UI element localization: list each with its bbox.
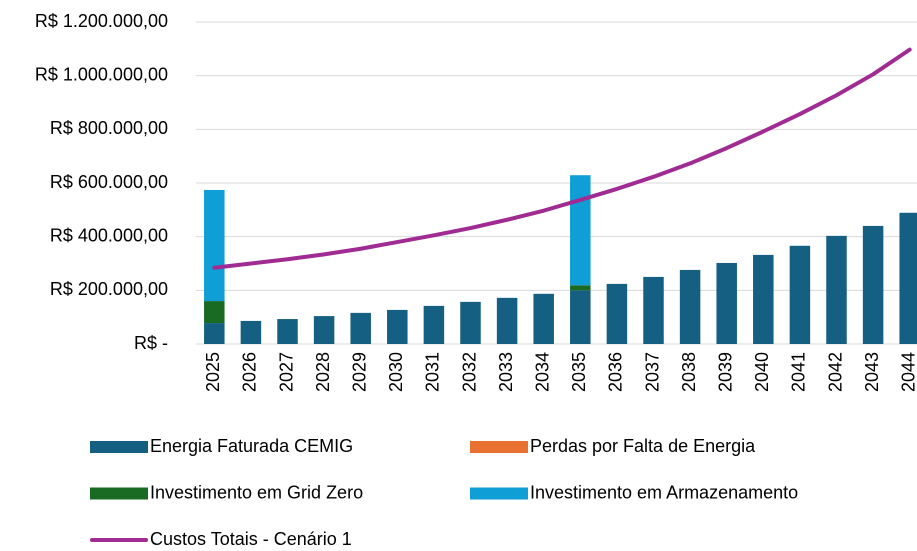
bar	[679, 269, 701, 344]
bar	[643, 276, 664, 344]
legend-swatch	[90, 441, 148, 453]
legend-swatch	[470, 441, 528, 453]
legend-label: Investimento em Grid Zero	[150, 482, 363, 502]
line	[212, 47, 912, 270]
x-tick-label: 2030	[386, 352, 406, 392]
bar	[460, 301, 481, 344]
x-tick-label: 2036	[606, 352, 626, 392]
y-tick-label: R$ 1.200.000,00	[35, 11, 168, 31]
x-tick-label: 2034	[532, 352, 552, 392]
x-tick-label: 2027	[276, 352, 296, 392]
bar	[387, 309, 408, 344]
legend-label: Energia Faturada CEMIG	[150, 436, 353, 456]
legend-swatch	[470, 487, 528, 500]
x-tick-label: 2041	[789, 352, 809, 392]
bar	[753, 254, 774, 344]
x-tick-label: 2035	[569, 352, 589, 392]
x-tick-label: 2043	[862, 352, 882, 392]
x-tick-label: 2042	[825, 352, 845, 392]
bar	[606, 283, 628, 344]
bar	[899, 212, 917, 344]
x-tick-label: 2031	[423, 352, 443, 392]
bar	[204, 189, 225, 302]
x-tick-label: 2025	[203, 352, 223, 392]
bar	[204, 323, 225, 344]
bar	[570, 285, 591, 291]
legend-label: Investimento em Armazenamento	[530, 482, 798, 502]
y-tick-label: R$ 800.000,00	[50, 118, 168, 138]
bar	[277, 319, 298, 344]
x-tick-label: 2040	[752, 352, 772, 392]
bar	[423, 305, 445, 344]
y-tick-label: R$ 1.000.000,00	[35, 64, 168, 84]
y-tick-label: R$ 600.000,00	[50, 172, 168, 192]
y-tick-label: R$ 200.000,00	[50, 279, 168, 299]
x-tick-label: 2032	[459, 352, 479, 392]
x-tick-label: 2026	[240, 352, 260, 392]
y-tick-label: R$ 400.000,00	[50, 225, 168, 245]
x-tick-label: 2044	[898, 352, 917, 392]
x-tick-label: 2039	[715, 352, 735, 392]
bar	[716, 262, 737, 344]
bar	[240, 320, 262, 344]
bar	[204, 301, 225, 324]
x-tick-label: 2038	[679, 352, 699, 392]
bar	[570, 175, 591, 286]
bar	[826, 235, 847, 344]
legend-label: Perdas por Falta de Energia	[530, 436, 756, 456]
x-tick-label: 2037	[642, 352, 662, 392]
legend-label: Custos Totais - Cenário 1	[150, 529, 352, 549]
bar	[570, 290, 591, 344]
bar	[313, 316, 335, 344]
x-tick-label: 2028	[313, 352, 333, 392]
bar	[533, 293, 554, 344]
x-tick-label: 2033	[496, 352, 516, 392]
bar	[496, 297, 518, 344]
bar	[789, 245, 811, 344]
bar	[350, 312, 371, 344]
y-tick-label: R$ -	[134, 333, 168, 353]
bar	[862, 225, 884, 344]
legend-swatch	[90, 487, 148, 500]
x-tick-label: 2029	[349, 352, 369, 392]
